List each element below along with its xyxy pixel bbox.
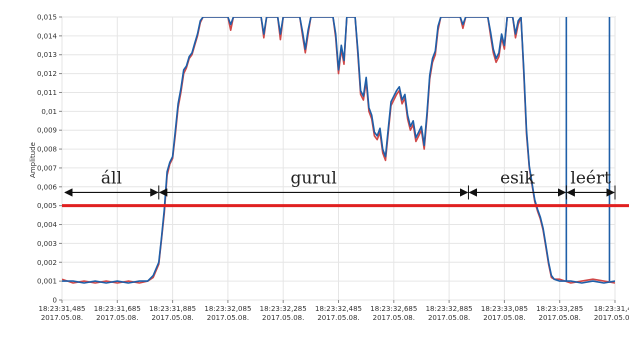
- x-tick-time: 18:23:32,685: [370, 305, 417, 313]
- y-tick-label: 0,014: [37, 32, 58, 40]
- phase-label-3: leért: [570, 168, 611, 188]
- x-tick-date: 2017.05.08.: [41, 314, 83, 322]
- x-tick-time: 18:23:32,485: [315, 305, 362, 313]
- x-tick-time: 18:23:32,085: [204, 305, 251, 313]
- x-tick-time: 18:23:31,685: [94, 305, 141, 313]
- series-line-0: [62, 17, 615, 284]
- x-tick-date: 2017.05.08.: [151, 314, 193, 322]
- phase-label-0: áll: [101, 168, 122, 188]
- x-tick-time: 18:23:31,885: [149, 305, 196, 313]
- x-tick-date: 2017.05.08.: [373, 314, 415, 322]
- y-tick-label: 0,004: [37, 221, 58, 229]
- y-axis: 0 0,001 0,002 0,003 0,004 0,005 0,006 0,007 0,00…: [37, 14, 62, 305]
- x-tick-date: 2017.05.08.: [96, 314, 138, 322]
- x-tick-date: 2017.05.08.: [539, 314, 581, 322]
- y-axis-title: Amplitude: [29, 142, 37, 178]
- x-tick-date: 2017.05.08.: [262, 314, 304, 322]
- series-group: [62, 17, 615, 284]
- x-tick-time: 18:23:33,285: [536, 305, 583, 313]
- x-tick-date: 2017.05.08.: [428, 314, 470, 322]
- y-tick-label: 0,007: [37, 164, 57, 172]
- x-tick-time: 18:23:31,48: [594, 305, 629, 313]
- phase-label-2: esik: [500, 168, 535, 188]
- y-tick-label: 0,001: [37, 278, 57, 286]
- y-tick-label: 0,008: [37, 146, 57, 154]
- y-tick-label: 0: [53, 297, 57, 305]
- x-tick-time: 18:23:33,085: [481, 305, 528, 313]
- y-tick-label: 0,006: [37, 183, 58, 191]
- y-tick-label: 0,002: [37, 259, 57, 267]
- x-tick-date: 2017.05.08.: [594, 314, 629, 322]
- y-tick-label: 0,012: [37, 70, 57, 78]
- x-tick-time: 18:23:31,485: [38, 305, 85, 313]
- annotations: áll gurul esik leért: [62, 168, 629, 208]
- phase-label-1: gurul: [290, 168, 336, 188]
- x-tick-time: 18:23:32,885: [426, 305, 473, 313]
- y-tick-label: 0,015: [37, 14, 57, 22]
- y-tick-label: 0,009: [37, 127, 57, 135]
- x-axis: 18:23:31,4852017.05.08.18:23:31,6852017.…: [38, 300, 629, 322]
- y-tick-label: 0,005: [37, 202, 57, 210]
- x-tick-date: 2017.05.08.: [483, 314, 525, 322]
- x-tick-date: 2017.05.08.: [317, 314, 359, 322]
- y-tick-label: 0,01: [41, 108, 57, 116]
- x-tick-date: 2017.05.08.: [207, 314, 249, 322]
- y-tick-label: 0,011: [37, 89, 57, 97]
- y-tick-label: 0,003: [37, 240, 57, 248]
- y-tick-label: 0,013: [37, 51, 57, 59]
- x-tick-time: 18:23:32,285: [260, 305, 307, 313]
